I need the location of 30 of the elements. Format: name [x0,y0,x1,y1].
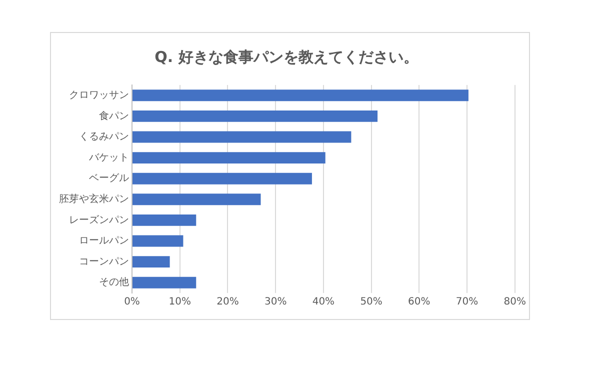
x-tick-label: 10% [168,296,191,308]
y-tick-label: バケット [88,152,129,164]
x-tick-label: 40% [312,296,335,308]
bar [132,256,170,268]
bar [132,235,184,247]
bar [132,172,312,184]
x-tick-label: 80% [504,296,526,308]
y-tick-label: 胚芽や玄米パン [59,192,129,205]
y-tick-label: クロワッサン [69,90,129,101]
bar [132,152,326,164]
bar [132,214,196,226]
bar [132,110,378,122]
x-tick-label: 60% [408,296,430,308]
x-tick-label: 50% [360,296,382,308]
y-tick-label: ロールパン [79,236,129,247]
bar [132,194,261,206]
y-tick-label: その他 [99,276,129,288]
y-tick-label: レーズンパン [69,214,129,226]
bar [132,276,196,288]
bar [132,90,468,102]
y-tick-label: コーンパン [79,256,129,268]
y-tick-label: くるみパン [79,132,129,143]
chart-title: Q. 好きな食事パンを教えてください。 [154,48,418,66]
x-tick-label: 70% [456,296,478,308]
x-tick-label: 20% [216,296,239,308]
y-tick-label: ベーグル [89,173,129,184]
x-tick-label: 30% [264,296,287,308]
y-tick-label: 食パン [99,110,129,122]
x-tick-label: 0% [124,296,140,308]
bar [132,131,352,143]
